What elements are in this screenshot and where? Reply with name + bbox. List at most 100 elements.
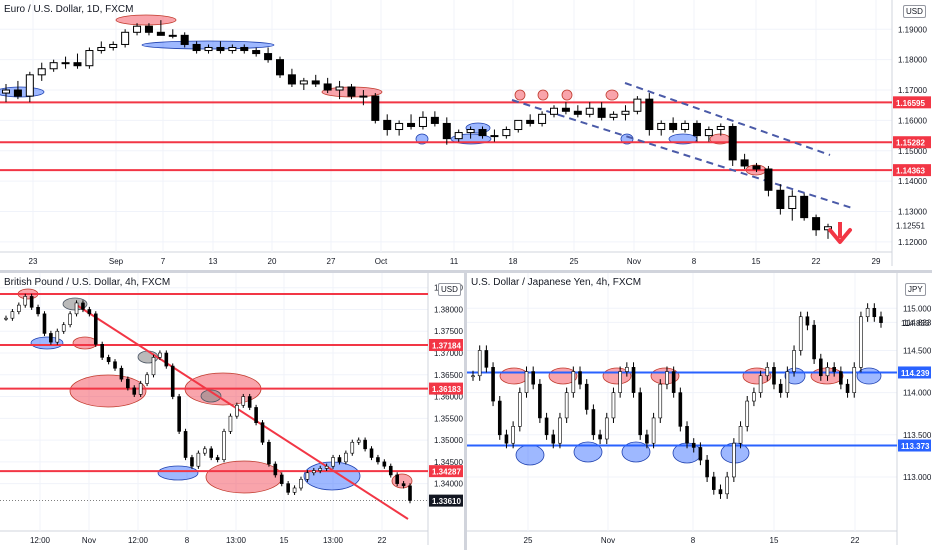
gbp-candle-body [273, 463, 278, 476]
gbp-candle-body [190, 457, 194, 467]
support-resistance-line-1-label: 1.37184 [432, 342, 461, 351]
x-tick-label: 22 [812, 257, 821, 266]
candle-body [585, 107, 594, 115]
x-tick-label: Nov [627, 257, 641, 266]
jpy-candle-body [698, 447, 703, 461]
y-tick-label: 114.500 [903, 346, 932, 355]
candle-body [109, 43, 118, 48]
jpy-candle-body [611, 392, 616, 419]
y-tick-label: 1.38000 [434, 305, 463, 314]
gbp-candle-body [61, 324, 66, 332]
gbp-candle-body [260, 422, 265, 443]
jpy-candle-body [845, 383, 850, 393]
candle-body [824, 226, 832, 231]
gbp-candle-body [318, 468, 323, 471]
x-tick-label: 11 [450, 257, 459, 266]
candle-body [216, 46, 225, 52]
support-resistance-line-1-label-bg [898, 366, 931, 379]
jpy-candle-body [685, 426, 689, 444]
panel-divider-vertical[interactable] [464, 273, 467, 550]
candle-body [490, 135, 499, 138]
y-tick-label: 1.36000 [434, 393, 463, 402]
candle-body [228, 46, 237, 52]
gbp-candle-body [106, 357, 111, 363]
support-resistance-line-3-label: 1.34287 [432, 468, 461, 477]
gbp-candle-body [312, 470, 316, 474]
usdjpy-currency-badge[interactable]: JPY [905, 283, 926, 296]
gbpusd-currency-badge[interactable]: USD [438, 283, 461, 296]
last-price-label-bg [893, 219, 931, 232]
candle-body [502, 129, 511, 137]
jpy-candle-body [819, 358, 823, 377]
candle-body [669, 122, 678, 131]
jpy-candle-body [524, 371, 529, 393]
gbp-candle-body [74, 302, 79, 315]
jpy-candle-body [591, 409, 596, 436]
gbp-candle-body [119, 367, 124, 380]
gbp-candle-body [241, 396, 246, 406]
jpy-candle-body [691, 442, 696, 448]
last-price-label: 114.833 [901, 319, 930, 328]
candle-body [97, 46, 106, 52]
support-resistance-line-1-label-bg [429, 339, 463, 352]
jpy-candle-body [584, 383, 589, 410]
jpy-candle-body [758, 375, 763, 393]
panel-divider-horizontal[interactable] [0, 270, 932, 273]
jpy-candle-body [718, 489, 723, 495]
gbp-candle-body [4, 317, 8, 320]
jpy-candle-body [798, 316, 803, 351]
candle-body [371, 95, 380, 121]
jpy-candle-body [805, 316, 810, 326]
zone-ellipse [514, 89, 526, 101]
gbp-candle-body [267, 441, 271, 465]
gbp-candle-body [158, 352, 162, 358]
y-tick-label: 1.37000 [434, 349, 463, 358]
candle-body [73, 62, 82, 67]
candle-body [573, 110, 582, 115]
jpy-candle-body [477, 350, 482, 377]
support-resistance-line-2-label-bg [893, 136, 931, 149]
gbp-candle-body [10, 311, 15, 319]
gbp-candle-body [49, 333, 53, 343]
usdjpy-chart-panel[interactable]: U.S. Dollar / Japanese Yen, 4h, FXCM JPY… [467, 273, 932, 550]
candle-body [156, 31, 165, 36]
jpy-candle-body [671, 371, 676, 393]
candle-body [359, 95, 368, 98]
x-tick-label: 25 [524, 536, 533, 545]
zone-ellipse [200, 389, 222, 403]
x-tick-label: 13:00 [323, 536, 344, 545]
jpy-candle-body [598, 434, 602, 440]
x-tick-label: 8 [185, 536, 190, 545]
gbp-candle-body [215, 457, 220, 460]
gbp-candle-body [305, 472, 310, 480]
support-resistance-line-2-label: 113.373 [901, 442, 930, 451]
candle-body [85, 50, 94, 67]
jpy-candle-body [711, 476, 716, 490]
x-tick-label: Oct [375, 257, 388, 266]
support-resistance-line-2-label: 1.15282 [896, 139, 925, 148]
jpy-candle-body [765, 367, 770, 377]
x-tick-label: 13 [209, 257, 218, 266]
jpy-candle-body [879, 316, 883, 323]
jpy-candle-body [618, 371, 622, 393]
gbpusd-chart-panel[interactable]: British Pound / U.S. Dollar, 4h, FXCM US… [0, 273, 464, 550]
candle-body [144, 25, 153, 33]
candle-body [609, 113, 618, 118]
x-tick-label: 7 [161, 257, 166, 266]
support-resistance-line-2-label-bg [898, 439, 931, 452]
gbp-candle-body [395, 474, 399, 484]
y-tick-label: 1.12000 [898, 238, 927, 247]
gbp-candle-body [126, 378, 130, 389]
y-tick-label: 1.36500 [434, 371, 463, 380]
eurusd-chart-panel[interactable]: Euro / U.S. Dollar, 1D, FXCM USD 1.19000… [0, 0, 932, 270]
gbpusd-chart-title: British Pound / U.S. Dollar, 4h, FXCM [4, 277, 171, 288]
zone-ellipse [157, 465, 199, 481]
candle-body [25, 74, 34, 97]
gbp-candle-body [350, 441, 355, 454]
jpy-candle-body [752, 392, 756, 402]
gbp-candle-body [388, 465, 393, 476]
gbp-candle-body [81, 302, 85, 310]
gbp-candle-body [202, 448, 207, 454]
eurusd-currency-badge[interactable]: USD [903, 5, 926, 18]
jpy-candle-body [678, 392, 683, 427]
